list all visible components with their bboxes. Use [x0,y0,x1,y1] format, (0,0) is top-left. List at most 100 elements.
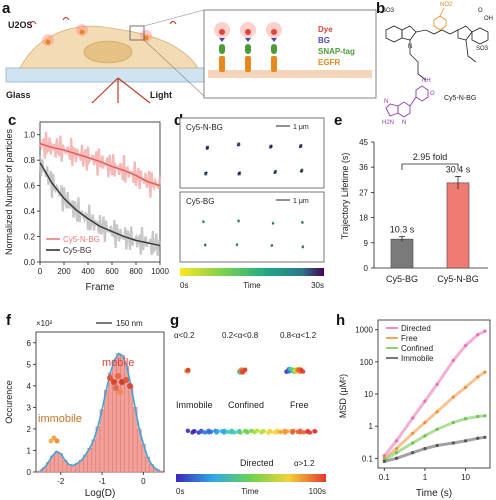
fit-curve [39,352,161,472]
axis-ticks: 0.1 1 10 0.1 1 10 100 1000 [355,326,470,482]
x-tick-label-4: 800 [129,267,143,276]
immobile-pt-13 [186,367,191,373]
series-0-point-5 [451,358,455,363]
immobile-label: immobile [38,413,82,425]
category-trajectories [184,366,318,435]
confined-pt-20 [240,370,245,375]
fit-curves [39,142,161,247]
panel-label-g: g [170,312,180,329]
scale-label-1: 1 μm [293,124,309,131]
plot-frame [39,121,161,263]
legend-label-1: Free [401,334,418,343]
series-3-point-4 [435,443,439,448]
legend-label-1: BG [318,36,330,45]
mobile-label: mobile [102,357,134,369]
directed-pt-0 [185,428,191,433]
series-3-point-1 [394,456,399,460]
panel-f-chart: ×10² 150 nm Occurence Log(D) -2 -1 0 0 1 2 3 4 5… [4,319,165,498]
bar-value-label-0: 10.3 s [390,225,415,235]
series-3-point-3 [423,447,427,451]
traj1-2-seg [269,145,273,149]
light-rays [91,77,151,104]
y-tick-label-3: 0.6 [24,182,36,191]
directed-pt-16 [222,428,227,433]
colorbar-start: 0s [176,487,184,496]
hist-bar-17 [108,372,113,473]
nh-label: NH [422,78,431,84]
traj2-4-seg [203,243,207,246]
hist-bar-29 [157,470,163,473]
directed-pt-13 [215,429,220,434]
series-2-point-4 [435,427,439,431]
directed-pt-55 [313,429,318,434]
time-colorbar [176,474,326,482]
category-confined: Confined [228,400,264,410]
series-1-point-5 [451,395,455,399]
trajectories-cy5-bg [201,219,305,249]
y-tick-label-2: 18 [359,214,368,223]
x-tick-label-2: 400 [81,267,95,276]
hist-bar-22 [128,385,134,473]
series-3-point-0 [382,459,386,464]
traj1-4-seg [205,171,208,174]
colorbar-end: 100s [309,487,326,496]
y-tick-label-3: 3 [27,403,32,412]
panel-h-chart: MSD (μM²) Time (s) 0.1 1 10 0.1 1 10 100 1000 D… [338,319,491,498]
series-1-point-7 [476,375,480,379]
cell-receptors [29,17,177,46]
nitrophenyl-group [433,7,447,31]
directed-pt-3 [192,429,197,434]
scale-label: 150 nm [116,319,143,328]
y-tick-label-5: 45 [359,138,368,147]
y-tick-label-5: 1.0 [24,131,36,140]
category-immobile: Immobile [176,400,213,410]
chart-legend: Cy5-N-BG Cy5-BG [46,235,100,255]
traj-box-cy5-n-bg [179,117,325,189]
series-band-0 [383,329,486,457]
series-3-point-5 [451,441,455,445]
traj2-7-seg [301,246,305,249]
y-axis-label: MSD (μM²) [338,374,348,418]
so3-top-label: SO3 [382,8,395,14]
series-3-point-2 [411,451,415,455]
y-tick-label-4: 0.8 [24,156,36,165]
panel-a-legend: Dye BG SNAP-tag EGFR [318,25,355,67]
bg-group [385,85,429,118]
series-2-point-3 [423,434,427,438]
fold-label: 2.95 fold [413,152,448,162]
light-label: Light [150,90,172,100]
y-tick-label-5: 5 [27,360,32,369]
series-2-point-2 [411,441,415,445]
colorbar-mid: Time [241,487,259,496]
noise-band-0 [38,131,162,198]
panel-label-h: h [336,312,346,329]
hist-bar-4 [54,451,59,473]
mobile-cluster [107,373,133,395]
axis-ticks: 0 9 18 27 36 45 [359,138,374,273]
msd-series [382,329,487,464]
so3-bottom-label: SO3 [476,46,489,52]
fit-line-1 [39,162,161,247]
series-1-point-8 [483,370,487,374]
directed-pt-40 [278,429,283,435]
directed-pt-33 [261,428,266,434]
x-axis-label: Log(D) [85,488,116,498]
y-tick-label-0: 0.1 [362,454,374,463]
panel-label-f: f [6,312,11,329]
y-tick-label-6: 6 [27,339,32,348]
series-1-point-2 [411,431,415,435]
nucleus [83,40,133,64]
directed-pt-30 [255,428,260,433]
directed-pt-26 [245,430,250,435]
cy5-core-skeleton [385,25,489,81]
series-1-point-1 [394,447,399,451]
panel-g-trajectories: α<0.2 0.2<α<0.8 0.8<α<1.2 Immobile Confi… [174,331,326,496]
category-label-0: Cy5-BG [386,274,418,284]
x-tick-label-0: 0.1 [379,473,391,482]
directed-pt-49 [298,428,303,433]
series-3-point-7 [476,436,480,440]
x-tick-label-2: 10 [461,473,470,482]
legend-label-0: Cy5-N-BG [63,235,100,244]
